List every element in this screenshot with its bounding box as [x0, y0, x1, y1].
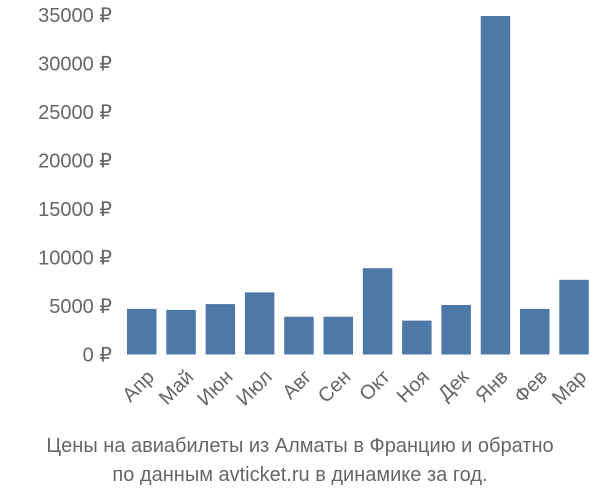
bar-12 — [559, 279, 589, 355]
chart-caption: Цены на авиабилеты из Алматы в Францию и… — [0, 432, 600, 490]
x-tick-label: Май — [155, 366, 198, 409]
y-tick-label: 30000 ₽ — [38, 54, 112, 76]
bar-1 — [127, 308, 157, 355]
bar-2 — [166, 309, 196, 355]
y-tick-label: 25000 ₽ — [38, 102, 112, 124]
x-tick-label: Июл — [233, 366, 277, 410]
y-tick-label: 10000 ₽ — [38, 248, 112, 270]
bar-4 — [244, 292, 275, 355]
x-tick-label: Июн — [193, 366, 237, 410]
bars — [127, 16, 589, 355]
x-tick-label: Мар — [548, 366, 591, 409]
bar-7 — [362, 268, 393, 355]
caption-line-1: Цены на авиабилеты из Алматы в Францию и… — [46, 435, 554, 457]
x-tick-label: Апр — [118, 366, 159, 407]
y-tick-label: 5000 ₽ — [49, 296, 112, 318]
x-tick-label: Дек — [434, 366, 473, 405]
x-tick-label: Авг — [278, 366, 316, 404]
y-tick-label: 0 ₽ — [83, 345, 113, 367]
x-tick-label: Ноя — [393, 366, 434, 407]
x-tick-label: Окт — [355, 366, 394, 405]
bar-11 — [520, 308, 550, 355]
y-tick-label: 20000 ₽ — [38, 151, 112, 173]
bar-10 — [480, 16, 511, 355]
caption-line-2: по данным avticket.ru в динамике за год. — [112, 464, 488, 486]
bar-3 — [205, 304, 236, 355]
x-tick-label: Янв — [471, 366, 512, 407]
x-tick-label: Сен — [314, 366, 355, 407]
x-tick-label: Фев — [510, 366, 552, 408]
bar-5 — [284, 316, 314, 355]
y-tick-label: 15000 ₽ — [38, 199, 112, 221]
y-tick-label: 35000 ₽ — [38, 5, 112, 27]
bar-6 — [323, 316, 353, 355]
bar-8 — [402, 320, 432, 355]
bar-9 — [441, 305, 471, 355]
y-axis: 0 ₽ 5000 ₽ 10000 ₽ 15000 ₽ 20000 ₽ 25000 ₽ 300… — [38, 5, 112, 367]
